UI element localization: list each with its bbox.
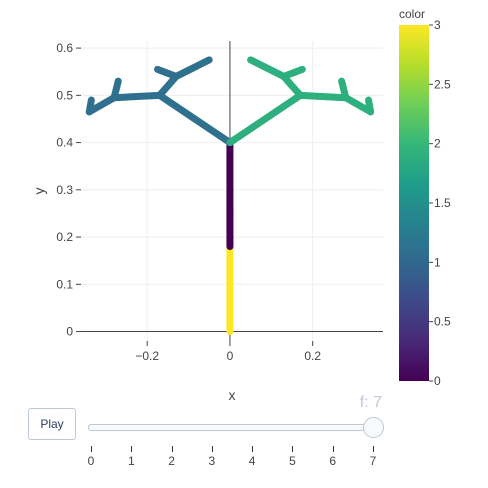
slider-step-tick (252, 446, 254, 452)
slider-step-label[interactable]: 5 (289, 454, 296, 468)
data-segment (85, 91, 234, 147)
plot-area: −0.2 0 0.2 0 0.1 0.2 0.3 0.4 0.5 0.6 (56, 41, 383, 363)
data-segment (247, 56, 304, 99)
slider-step-label[interactable]: 3 (208, 454, 216, 468)
slider-step-label[interactable]: 6 (329, 454, 337, 468)
slider-step-tick (171, 446, 173, 452)
x-tick-label: 0.2 (304, 349, 321, 363)
y-tick-label: 0.1 (56, 277, 73, 291)
y-tick-label: 0.3 (56, 183, 73, 197)
x-tick-label: 0 (227, 349, 234, 363)
slider-step-label[interactable]: 0 (87, 454, 95, 468)
data-segment (85, 96, 95, 116)
y-tick-label: 0.6 (56, 41, 73, 55)
slider-step-tick (91, 446, 92, 452)
colorbar-tick-label: 1.5 (434, 196, 451, 210)
y-tick-label: 0 (66, 325, 73, 339)
slider-step-tick (211, 446, 213, 452)
colorbar-tick-label: 0.5 (434, 315, 451, 329)
play-button[interactable]: Play (28, 408, 76, 440)
y-tick-label: 0.4 (56, 136, 73, 150)
data-segment (154, 65, 180, 80)
slider-step-tick (131, 446, 133, 452)
colorbar-tick-label: 3 (434, 18, 441, 32)
colorbar-tick-label: 0 (434, 374, 441, 388)
data-segment (365, 96, 375, 116)
data-segment (226, 91, 375, 147)
colorbar-title: color (399, 7, 425, 21)
colorbar-tick-label: 1 (434, 255, 441, 269)
colorbar-scale (399, 25, 429, 381)
slider-step-tick (332, 446, 334, 452)
y-axis-title: y (31, 188, 47, 195)
data-segment (280, 65, 306, 80)
slider-step-label[interactable]: 7 (369, 454, 377, 468)
data-segment (338, 77, 350, 102)
slider-step-label[interactable]: 2 (168, 454, 175, 468)
data-segment (110, 77, 122, 102)
slider-step-label[interactable]: 1 (127, 454, 135, 468)
frame-slider-handle[interactable] (363, 417, 384, 438)
y-tick-label: 0.2 (56, 230, 73, 244)
slider-step-tick (373, 446, 374, 452)
y-tick-label: 0.5 (56, 88, 73, 102)
colorbar-tick-label: 2 (434, 137, 441, 151)
colorbar: color 0 0.5 1 1.5 2 2.5 3 (399, 7, 451, 388)
x-tick-label: −0.2 (135, 349, 159, 363)
x-axis-title: x (229, 387, 236, 403)
colorbar-tick-label: 2.5 (434, 77, 451, 91)
current-frame-label: f: 7 (359, 394, 382, 411)
frame-slider-track[interactable] (88, 424, 378, 431)
data-segment (156, 56, 213, 99)
slider-step-label[interactable]: 4 (248, 454, 256, 468)
slider-step-tick (292, 446, 294, 452)
